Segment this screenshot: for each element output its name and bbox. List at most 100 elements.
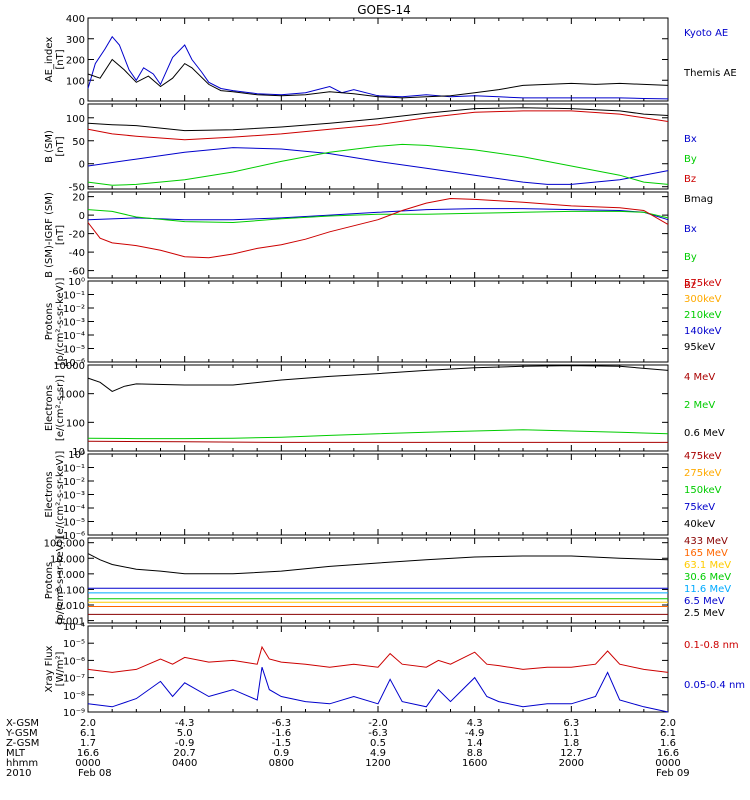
- panel-protons_mev: 100.000 10.000 1.000 0.100 0.010 0.001 Protons…: [44, 536, 732, 628]
- y-axis-label: B (SM): [44, 130, 55, 163]
- panel-electrons_mev: 10000 1000 100 10 Electrons [e/(cm²-s-sr)] 4 M…: [44, 361, 725, 458]
- legend-entry: 95keV: [684, 342, 715, 353]
- series-line: [87, 365, 669, 392]
- series-line: [87, 58, 669, 99]
- legend-entry: 433 MeV: [684, 536, 728, 547]
- y-tick-label: 0.100: [56, 585, 85, 596]
- y-tick-label: 10⁻⁴: [63, 331, 85, 342]
- legend-entry: 30.6 MeV: [684, 572, 731, 583]
- legend-entry: 2.5 MeV: [684, 608, 725, 619]
- y-tick-label: 10⁻⁸: [63, 691, 85, 702]
- series-line: [87, 147, 669, 185]
- series-line: [87, 110, 669, 141]
- x-row-value: 1.6: [660, 738, 676, 749]
- legend-entry: 575keV: [684, 278, 722, 289]
- y-tick-label: 20: [72, 193, 85, 204]
- y-tick-label: 100: [66, 76, 85, 87]
- y-tick-label: 10⁻⁷: [63, 674, 85, 685]
- legend-entry: 0.1-0.8 nm: [684, 640, 739, 651]
- y-axis-label: [nT]: [55, 136, 66, 156]
- panel-frame: [87, 280, 669, 363]
- y-tick-label: 0.010: [56, 601, 85, 612]
- legend-entry: Themis AE: [683, 68, 737, 79]
- x-date-end: Feb 09: [656, 768, 690, 779]
- y-tick-label: 10: [72, 447, 85, 458]
- x-row-value: 0800: [269, 758, 294, 769]
- x-row-value: 16.6: [77, 748, 99, 759]
- panel-electrons_kev: 10⁰ 10⁻¹ 10⁻² 10⁻³ 10⁻⁴ 10⁻⁵ 10⁻⁶ Electrons [e/(…: [44, 450, 722, 542]
- y-tick-label: 100: [66, 114, 85, 125]
- y-tick-label: 200: [66, 56, 85, 67]
- x-row-value: -0.9: [175, 738, 195, 749]
- y-axis-label: Protons: [44, 303, 55, 340]
- y-tick-label: 10⁻⁶: [63, 656, 85, 667]
- y-tick-label: 100: [66, 418, 85, 429]
- y-tick-label: 10⁻⁹: [63, 708, 85, 719]
- legend-entry: 63.1 MeV: [684, 560, 731, 571]
- x-row-value: 0.5: [370, 738, 386, 749]
- x-row-value: 16.6: [657, 748, 679, 759]
- y-tick-label: 10⁻¹: [63, 464, 85, 475]
- legend-entry: 475keV: [684, 451, 722, 462]
- legend-entry: By: [684, 154, 697, 165]
- y-tick-label: 10⁰: [68, 277, 85, 288]
- x-row-value: -4.9: [465, 728, 485, 739]
- series-line: [87, 553, 669, 575]
- x-row-value: 0000: [655, 758, 680, 769]
- legend-entry: By: [684, 252, 697, 263]
- y-tick-label: -50: [69, 183, 85, 194]
- panel-ae: 0 100 200 300 400 AE_index [nT] Kyoto AE Themis …: [44, 14, 737, 108]
- y-axis-label: Protons: [44, 562, 55, 599]
- y-axis-label: [p/(cm²-s-sr-keV)]: [55, 278, 66, 366]
- y-tick-label: 10⁻⁶: [63, 531, 85, 542]
- x-row-value: 1.4: [467, 738, 483, 749]
- figure-title: GOES-14: [357, 3, 411, 17]
- x-row-value: -1.5: [272, 738, 292, 749]
- y-tick-label: -40: [69, 248, 85, 259]
- x-row-value: -6.3: [368, 728, 388, 739]
- y-tick-label: 10⁰: [68, 450, 85, 461]
- y-tick-label: 10⁻¹: [63, 291, 85, 302]
- y-tick-label: 1.000: [56, 570, 85, 581]
- y-axis-label: [nT]: [55, 225, 66, 245]
- y-axis-label: Electrons: [44, 385, 55, 431]
- legend-entry: Bx: [684, 134, 697, 145]
- panel-xray: 10⁻⁴ 10⁻⁵ 10⁻⁶ 10⁻⁷ 10⁻⁸ 10⁻⁹ Xray Flux [W/m²] 0…: [44, 622, 745, 719]
- y-axis-label: [e/(cm²-s-sr)]: [55, 375, 66, 441]
- x-row-value: 4.9: [370, 748, 386, 759]
- y-axis-label: B (SM)-IGRF (SM): [44, 192, 55, 278]
- legend-entry: 75keV: [684, 502, 715, 513]
- legend-entry: Bz: [684, 174, 696, 185]
- y-tick-label: 0: [79, 160, 85, 171]
- x-row-value: 1.8: [563, 738, 579, 749]
- y-axis-label: AE_index: [44, 37, 55, 83]
- y-tick-label: 10⁻⁵: [63, 639, 85, 650]
- x-row-value: 5.0: [177, 728, 193, 739]
- series-line: [87, 429, 669, 440]
- y-tick-label: 0: [79, 211, 85, 222]
- legend-entry: Kyoto AE: [684, 28, 728, 39]
- x-row-value: 0.9: [273, 748, 289, 759]
- legend-entry: 4 MeV: [684, 372, 715, 383]
- panel-frame: [87, 364, 669, 452]
- y-tick-label: 100.000: [44, 539, 85, 550]
- series-line: [87, 667, 669, 713]
- x-row-value: 20.7: [174, 748, 196, 759]
- y-tick-label: -20: [69, 230, 85, 241]
- legend-entry: 6.5 MeV: [684, 596, 725, 607]
- x-row-value: 12.7: [560, 748, 582, 759]
- series-line: [87, 143, 669, 186]
- x-date-label: 2010: [6, 768, 31, 779]
- series-line: [87, 645, 669, 673]
- y-tick-label: 50: [72, 137, 85, 148]
- x-row-label: X-GSM: [6, 718, 39, 729]
- x-row-value: 1600: [462, 758, 487, 769]
- y-tick-label: 10⁻²: [63, 477, 85, 488]
- y-tick-label: 400: [66, 14, 85, 25]
- y-tick-label: 10⁻⁵: [63, 345, 85, 356]
- x-row-value: 1200: [365, 758, 390, 769]
- y-tick-label: 0: [79, 97, 85, 108]
- x-row-value: 1.7: [80, 738, 96, 749]
- x-row-value: -2.0: [368, 718, 388, 729]
